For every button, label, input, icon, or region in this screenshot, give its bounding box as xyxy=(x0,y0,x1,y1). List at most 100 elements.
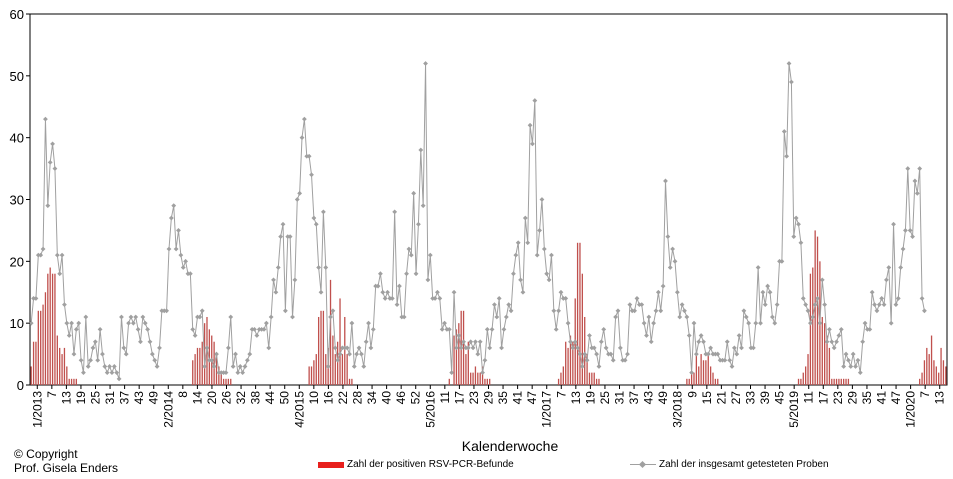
line-point xyxy=(73,326,79,332)
legend-item-tested: Zahl der insgesamt getesteten Proben xyxy=(630,459,829,470)
bar xyxy=(584,316,586,385)
line-point xyxy=(69,320,74,326)
bar xyxy=(315,354,317,385)
bar xyxy=(814,230,816,385)
line-point xyxy=(316,265,322,270)
line-point xyxy=(857,370,863,376)
line-point xyxy=(549,252,554,258)
x-tick-label: 7 xyxy=(45,391,59,398)
line-point xyxy=(872,302,877,308)
x-tick-label: 44 xyxy=(263,391,277,405)
x-axis: 1/2013 7 13 19 25 31 37 43 49 2/2014 8 14 20 26 32 38 44… xyxy=(30,385,947,428)
line-point xyxy=(843,351,849,357)
bar xyxy=(709,366,712,385)
bar xyxy=(194,354,196,385)
line-point xyxy=(539,197,545,202)
x-tick-label: 32 xyxy=(234,391,248,405)
line-point xyxy=(454,345,459,351)
line-point xyxy=(344,345,350,351)
line-point xyxy=(204,345,210,351)
bar xyxy=(938,372,940,385)
line-point xyxy=(176,228,181,233)
bar xyxy=(329,279,332,385)
line-point xyxy=(366,320,371,326)
bar xyxy=(310,366,313,385)
line-point xyxy=(171,203,177,209)
bar xyxy=(940,347,942,385)
bar xyxy=(804,366,807,385)
line-point xyxy=(123,351,129,357)
line-point xyxy=(166,246,172,252)
x-tick-label: 39 xyxy=(758,391,772,405)
x-tick-label: 3/2018 xyxy=(671,391,685,428)
line-point xyxy=(95,357,101,363)
line-point xyxy=(59,252,65,258)
bar xyxy=(75,378,77,385)
line-point xyxy=(634,296,640,301)
x-tick-label: 26 xyxy=(220,391,234,405)
y-tick-label: 50 xyxy=(10,69,24,84)
x-tick-label: 7 xyxy=(554,391,568,398)
line-point xyxy=(332,345,338,351)
line-point xyxy=(736,333,742,338)
line-point xyxy=(708,345,714,351)
bar xyxy=(339,298,341,385)
bar xyxy=(567,347,569,385)
line-point xyxy=(420,203,426,209)
line-point xyxy=(408,252,414,258)
line-point xyxy=(328,314,333,320)
line-point xyxy=(722,357,728,363)
line-point xyxy=(102,364,108,369)
line-point xyxy=(682,308,687,314)
x-tick-label: 7 xyxy=(918,391,932,398)
line-point xyxy=(119,314,124,320)
line-point xyxy=(729,364,735,369)
line-point xyxy=(138,339,143,345)
line-point xyxy=(45,203,51,209)
line-point xyxy=(741,308,747,314)
line-point xyxy=(62,302,67,308)
bar xyxy=(586,354,588,385)
line-point xyxy=(903,228,908,233)
line-point xyxy=(425,277,431,283)
line-point xyxy=(85,364,91,369)
line-point xyxy=(268,314,274,320)
line-point xyxy=(686,333,692,338)
bar xyxy=(802,372,804,385)
bar xyxy=(489,378,491,385)
x-tick-label: 38 xyxy=(249,391,263,405)
bar xyxy=(215,354,218,385)
line-point xyxy=(594,351,599,357)
line-point xyxy=(760,289,766,295)
bar xyxy=(322,310,325,385)
line-point xyxy=(608,351,614,357)
line-point xyxy=(190,326,196,332)
bar xyxy=(572,341,574,385)
line-point xyxy=(641,320,647,326)
line-point xyxy=(456,333,462,338)
bar xyxy=(225,378,227,385)
bar xyxy=(930,335,933,385)
line-point xyxy=(917,166,923,171)
line-point xyxy=(209,357,215,363)
line-point xyxy=(54,252,60,258)
line-point xyxy=(458,345,464,351)
line-point xyxy=(824,339,830,345)
x-tick-label: 13 xyxy=(933,391,947,405)
bar xyxy=(809,273,812,385)
x-tick-label: 28 xyxy=(351,391,365,405)
bar xyxy=(455,329,458,385)
line-point xyxy=(128,314,134,320)
bar xyxy=(42,304,44,385)
line-point xyxy=(401,314,407,320)
line-point xyxy=(290,314,295,320)
bar xyxy=(833,378,835,385)
x-tick-label: 50 xyxy=(278,391,292,405)
legend-swatch-positive xyxy=(318,461,344,468)
bar xyxy=(196,347,199,385)
bar xyxy=(47,273,49,385)
line-point xyxy=(551,308,557,314)
line-point xyxy=(596,364,602,369)
line-point xyxy=(831,345,837,351)
line-point xyxy=(900,246,906,252)
